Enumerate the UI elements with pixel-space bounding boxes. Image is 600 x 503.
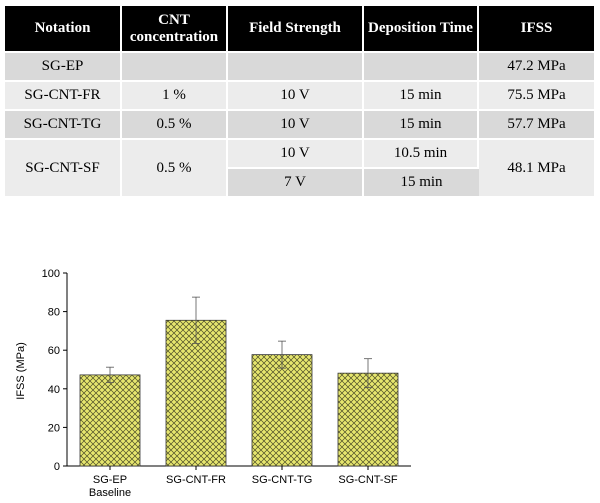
cell-notation: SG-CNT-FR: [5, 82, 122, 112]
cell-time: 15 min: [364, 169, 479, 198]
header-notation: Notation: [5, 6, 122, 54]
cell-field: 7 V: [228, 169, 364, 198]
cell-ifss: 75.5 MPa: [479, 82, 594, 112]
table-row: SG-CNT-TG 0.5 % 10 V 15 min 57.7 MPa: [5, 111, 594, 141]
cell-field: 10 V: [228, 140, 364, 170]
table-row: SG-CNT-SF 0.5 % 10 V 10.5 min 48.1 MPa: [5, 140, 594, 198]
y-tick-label: 40: [48, 384, 60, 396]
header-cnt-concentration: CNT concentration: [122, 6, 228, 54]
cell-ifss: 48.1 MPa: [479, 140, 594, 198]
x-tick-sublabel: Baseline: [89, 487, 131, 499]
cell-field: 10 V: [228, 111, 364, 141]
bar: [79, 374, 141, 467]
cell-ifss: 57.7 MPa: [479, 111, 594, 141]
cell-notation: SG-CNT-SF: [5, 140, 122, 198]
cell-cnt: [122, 53, 228, 83]
header-deposition-time: Deposition Time: [364, 6, 479, 54]
table-header-row: Notation CNT concentration Field Strengt…: [5, 6, 594, 54]
y-tick-label: 0: [54, 461, 60, 473]
cell-notation: SG-EP: [5, 53, 122, 83]
x-tick-label: SG-CNT-FR: [166, 474, 226, 486]
bar: [251, 354, 313, 467]
table-row: SG-EP 47.2 MPa: [5, 53, 594, 83]
header-ifss: IFSS: [479, 6, 594, 54]
cell-cnt: 0.5 %: [122, 111, 228, 141]
x-tick-label: SG-EP: [93, 474, 127, 486]
y-axis-label: IFSS (MPa): [15, 342, 27, 399]
cell-ifss: 47.2 MPa: [479, 53, 594, 83]
specimen-table: Notation CNT concentration Field Strengt…: [5, 6, 594, 198]
x-tick-label: SG-CNT-SF: [338, 474, 398, 486]
cell-field: 10 V: [228, 82, 364, 112]
cell-notation: SG-CNT-TG: [5, 111, 122, 141]
y-tick-label: 100: [42, 268, 60, 280]
cell-cnt: 0.5 %: [122, 140, 228, 198]
y-tick-label: 20: [48, 422, 60, 434]
y-tick-label: 80: [48, 307, 60, 319]
y-tick-label: 60: [48, 345, 60, 357]
table-row: 7 V 15 min: [5, 169, 594, 198]
cell-time: 15 min: [364, 111, 479, 141]
cell-field: [228, 53, 364, 83]
header-field-strength: Field Strength: [228, 6, 364, 54]
cell-cnt: 1 %: [122, 82, 228, 112]
table-row: SG-CNT-FR 1 % 10 V 15 min 75.5 MPa: [5, 82, 594, 112]
x-tick-label: SG-CNT-TG: [252, 474, 313, 486]
cell-time: 10.5 min: [364, 140, 479, 170]
cell-time: [364, 53, 479, 83]
cell-time: 15 min: [364, 82, 479, 112]
